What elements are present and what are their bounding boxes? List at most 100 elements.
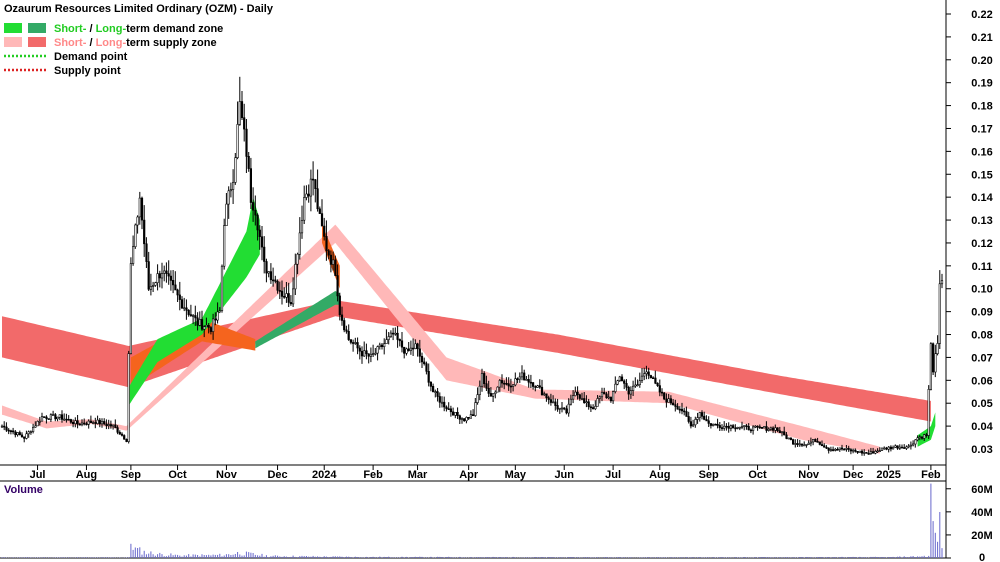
- candle-body: [674, 404, 677, 407]
- candle-body: [198, 319, 201, 326]
- x-tick-label: Feb: [921, 469, 941, 481]
- candle-body: [431, 385, 435, 393]
- candle-body: [747, 425, 750, 431]
- candle-body: [194, 315, 197, 319]
- candle-body: [72, 421, 75, 424]
- candle-body: [649, 375, 652, 379]
- candle-body: [271, 279, 275, 282]
- candle-body: [518, 376, 521, 380]
- candle-body: [440, 401, 444, 404]
- candle-body: [840, 447, 844, 450]
- candle-body: [787, 437, 790, 440]
- candle-body: [894, 445, 897, 448]
- candle-body: [780, 431, 784, 434]
- candle-body: [76, 420, 79, 425]
- candle-body: [5, 426, 8, 431]
- candle-body: [640, 375, 644, 382]
- short-term-supply-zone: [2, 224, 880, 454]
- candle-body: [691, 424, 695, 427]
- candle-body: [876, 450, 879, 453]
- candle-body: [487, 387, 490, 394]
- y-tick-label: 0.20: [971, 55, 992, 67]
- candle-body: [14, 431, 17, 436]
- candle-body: [705, 419, 708, 422]
- candle-body: [771, 427, 775, 431]
- candle-body: [676, 406, 679, 410]
- candle-body: [327, 250, 330, 256]
- candle-body: [858, 450, 861, 453]
- legend-swatch-long: [28, 37, 46, 47]
- candle-body: [183, 307, 186, 310]
- candle-body: [391, 332, 395, 335]
- candle-body: [589, 406, 592, 409]
- x-tick-label: Jul: [605, 469, 621, 481]
- candle-body: [38, 420, 41, 423]
- x-tick-label: Feb: [363, 469, 383, 481]
- candle-body: [438, 396, 441, 403]
- y-tick-label: 0.16: [971, 146, 992, 158]
- candle-body: [383, 343, 386, 348]
- short-term-demand-zone: [128, 197, 260, 406]
- x-tick-label: May: [505, 469, 527, 481]
- candle-body: [538, 385, 541, 388]
- candle-body: [718, 425, 721, 428]
- candle-body: [509, 385, 513, 388]
- candle-body: [903, 447, 906, 449]
- candle-body: [218, 310, 221, 313]
- candle-body: [531, 382, 535, 387]
- candle-body: [132, 246, 135, 264]
- candle-body: [469, 414, 473, 419]
- candle-body: [778, 430, 781, 434]
- candle-body: [920, 436, 924, 439]
- candle-body: [696, 417, 699, 420]
- candle-body: [711, 423, 715, 426]
- candle-body: [203, 326, 206, 330]
- candle-body: [154, 282, 157, 286]
- candle-body: [803, 444, 806, 447]
- candle-body: [358, 347, 361, 352]
- candle-body: [756, 425, 759, 428]
- candle-body: [743, 425, 746, 427]
- candle-body: [134, 224, 137, 248]
- candle-body: [3, 425, 6, 428]
- candle-body: [300, 220, 304, 234]
- candle-body: [769, 427, 772, 430]
- candle-body: [805, 444, 808, 446]
- legend-swatch-short: [4, 37, 22, 47]
- candle-body: [289, 302, 293, 305]
- candle-body: [456, 411, 459, 416]
- y-tick-label: 0.18: [971, 101, 992, 113]
- candle-body: [220, 265, 224, 312]
- candle-body: [125, 438, 128, 442]
- candle-body: [100, 421, 104, 425]
- candle-body: [447, 408, 450, 411]
- candle-body: [169, 275, 173, 281]
- candle-body: [47, 418, 50, 420]
- candle-body: [545, 393, 548, 398]
- candle-body: [798, 443, 801, 446]
- candle-body: [396, 332, 399, 340]
- candle-body: [494, 391, 497, 394]
- y-tick-label: 0.11: [972, 261, 993, 273]
- candle-body: [736, 427, 739, 429]
- candle-body: [603, 391, 606, 395]
- candle-body: [591, 407, 595, 410]
- candle-body: [407, 348, 410, 351]
- x-tick-label: Aug: [649, 469, 670, 481]
- candle-body: [698, 412, 701, 418]
- candle-body: [634, 384, 637, 387]
- candle-body: [647, 371, 650, 376]
- candle-body: [454, 411, 457, 416]
- candle-body: [160, 272, 164, 279]
- candle-body: [400, 340, 404, 348]
- candle-body: [871, 451, 875, 454]
- candle-body: [596, 398, 599, 407]
- candle-body: [245, 128, 248, 157]
- candle-body: [789, 437, 792, 440]
- candle-body: [671, 402, 675, 406]
- candle-body: [29, 431, 33, 434]
- candle-body: [23, 436, 26, 439]
- candle-body: [918, 436, 921, 439]
- candle-body: [685, 411, 688, 417]
- candle-body: [880, 447, 884, 452]
